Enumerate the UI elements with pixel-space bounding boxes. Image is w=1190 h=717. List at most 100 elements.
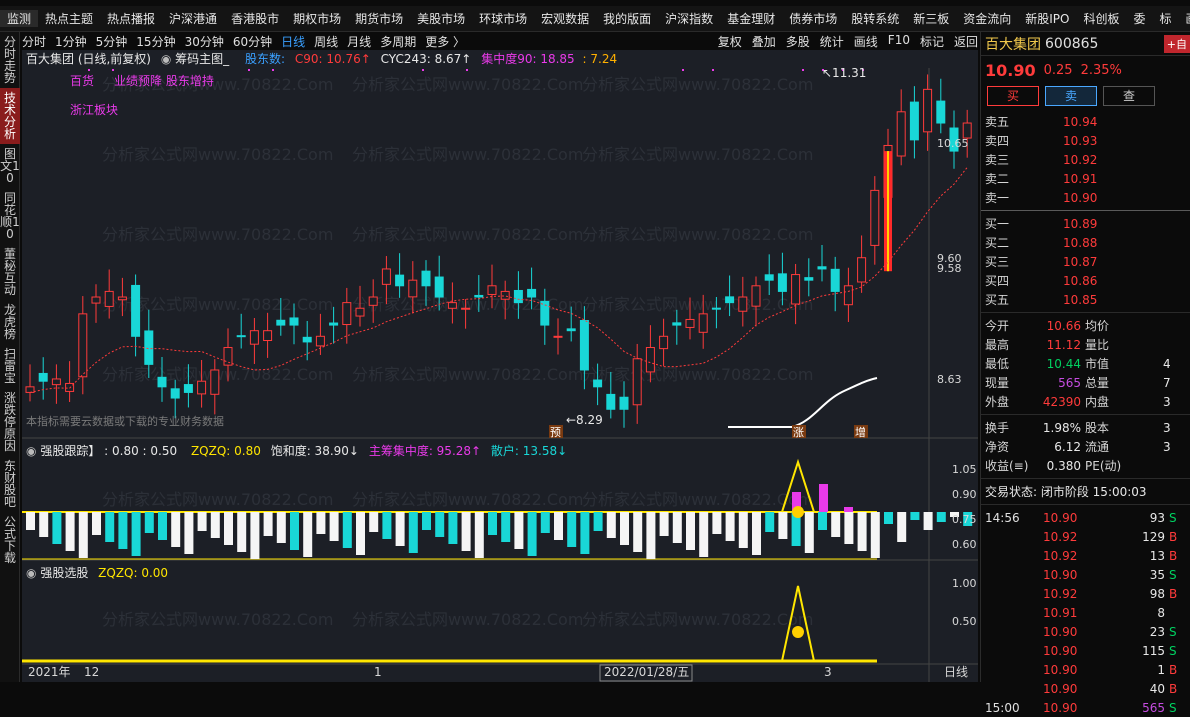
top-nav-item[interactable]: 资金流向 <box>963 12 1012 26</box>
book-divider <box>981 210 1190 211</box>
indicator2-menu-icon[interactable]: ◉ <box>26 566 37 580</box>
bids-row[interactable]: 买五 10.85 <box>981 290 1190 309</box>
indicator2-header: ◉ 强股选股 ZQZQ: 0.00 <box>26 564 168 581</box>
chips-main[interactable]: 筹码主图_ <box>175 52 230 66</box>
tool-button[interactable]: 返回 <box>953 34 978 49</box>
asks-row[interactable]: 卖四 10.93 <box>981 131 1190 150</box>
top-nav-item[interactable]: 科创板 <box>1083 12 1120 26</box>
stat-row: 外盘 42390 内盘 3 <box>981 392 1190 411</box>
buy-button[interactable]: 买 <box>987 86 1039 106</box>
top-nav-item[interactable]: 新股IPO <box>1025 12 1070 26</box>
top-nav-item[interactable]: 香港股市 <box>231 12 280 26</box>
date-cursor-box <box>599 664 693 682</box>
top-nav-item[interactable]: 债券市场 <box>789 12 838 26</box>
chips-toggle[interactable]: ◉ <box>160 52 172 66</box>
top-nav-item[interactable]: 股转系统 <box>851 12 900 26</box>
period-tab[interactable]: 60分钟 <box>232 34 273 49</box>
top-nav-item[interactable]: 热点主题 <box>45 12 94 26</box>
left-tab[interactable]: 图文10 <box>0 147 20 185</box>
tag-performance[interactable]: 业绩预降 股东增持 <box>114 74 214 88</box>
tick-price: 10.92 <box>1043 586 1078 601</box>
tool-button[interactable]: 标记 <box>919 34 944 49</box>
top-nav-item[interactable]: 沪深指数 <box>665 12 714 26</box>
top-nav-item[interactable]: 宏观数据 <box>541 12 590 26</box>
top-nav-item[interactable]: 我的版面 <box>603 12 652 26</box>
tag-sector[interactable]: 浙江板块 <box>70 103 119 117</box>
period-tab[interactable]: 周线 <box>314 34 339 49</box>
left-tab[interactable]: 董秘互动 <box>3 247 16 297</box>
tool-button[interactable]: 统计 <box>819 34 844 49</box>
kline-chart[interactable]: 分析家公式网www.70822.Com 分析家公式网www.70822.Com分析… <box>22 50 978 682</box>
candle-body <box>896 111 906 157</box>
bids-row[interactable]: 买三 10.87 <box>981 252 1190 271</box>
top-nav-item[interactable]: 画 <box>1179 10 1190 27</box>
ind1-axis-label: 0.75 <box>952 513 977 526</box>
chart-area[interactable]: 分析家公式网www.70822.Com 分析家公式网www.70822.Com 分析… <box>22 50 978 682</box>
signal-dot <box>842 69 844 71</box>
top-nav-item[interactable]: 基金理财 <box>727 12 776 26</box>
top-nav-item[interactable]: 美股市场 <box>417 12 466 26</box>
candle-body <box>936 100 946 124</box>
stat-label-2: 均价 <box>1085 319 1110 333</box>
period-tab[interactable]: 月线 <box>347 34 372 49</box>
asks-row[interactable]: 卖一 10.90 <box>981 188 1190 207</box>
stat-label-2: 总量 <box>1085 376 1110 390</box>
data-note: 本指标需要云数据或下载的专业财务数据 <box>26 415 224 428</box>
left-tab[interactable]: 同花顺10 <box>0 191 20 241</box>
add-watchlist-button[interactable]: +自 <box>1163 34 1190 53</box>
top-nav-item[interactable]: 新三板 <box>913 12 950 26</box>
top-nav-item[interactable]: 期权市场 <box>293 12 342 26</box>
quote-stock-code: 600865 <box>1045 35 1099 52</box>
top-nav-item[interactable]: 标 <box>1159 12 1172 26</box>
stat-label-2: PE(动) <box>1085 459 1122 473</box>
sell-button[interactable]: 卖 <box>1045 86 1097 106</box>
indicator2-title[interactable]: 强股选股 <box>40 566 89 580</box>
check-button[interactable]: 查 <box>1103 86 1155 106</box>
left-tab[interactable]: 东财股吧 <box>3 459 16 509</box>
left-tab[interactable]: 涨跌停原因 <box>3 391 16 453</box>
ind1-bar <box>263 512 273 536</box>
tool-button[interactable]: 叠加 <box>751 34 776 49</box>
asks-row[interactable]: 卖三 10.92 <box>981 150 1190 169</box>
tool-button[interactable]: 画线 <box>853 34 878 49</box>
bids-row[interactable]: 买四 10.86 <box>981 271 1190 290</box>
period-tab[interactable]: 分时 <box>22 34 47 49</box>
left-tab[interactable]: 公式下载 <box>3 515 16 565</box>
bids-row[interactable]: 买一 10.89 <box>981 214 1190 233</box>
tick-price: 10.90 <box>1043 510 1078 525</box>
top-nav-item[interactable]: 热点播报 <box>107 12 156 26</box>
ind1-bar <box>408 512 418 553</box>
stat-label: 换手 <box>985 421 1010 435</box>
tool-button[interactable]: F10 <box>887 32 910 47</box>
period-tab[interactable]: 1分钟 <box>55 34 87 49</box>
period-tab[interactable]: 5分钟 <box>95 34 128 49</box>
left-tab[interactable]: 扫雷宝 <box>3 347 16 385</box>
period-tab[interactable]: 15分钟 <box>136 34 176 49</box>
top-nav-item[interactable]: 期货市场 <box>355 12 404 26</box>
tool-button[interactable]: 多股 <box>785 34 810 49</box>
top-nav-item[interactable]: 委 <box>1133 12 1146 26</box>
period-tab[interactable]: 更多 〉 <box>425 34 466 49</box>
top-nav-item[interactable]: 环球市场 <box>479 12 528 26</box>
period-tab[interactable]: 日线 <box>281 34 306 49</box>
bids-row[interactable]: 买二 10.88 <box>981 233 1190 252</box>
left-tab[interactable]: 分时走势 <box>3 35 16 85</box>
top-nav-item[interactable]: 沪深港通 <box>169 12 218 26</box>
indicator1-zqzq: ZQZQ: 0.80 <box>190 444 261 458</box>
ind1-bar <box>725 512 735 541</box>
asks-row[interactable]: 卖二 10.91 <box>981 169 1190 188</box>
tag-retail[interactable]: 百货 <box>70 74 95 88</box>
xaxis-label: 1 <box>374 665 382 679</box>
indicator1-title[interactable]: 强股跟踪】 <box>40 444 101 458</box>
watermark-text: 分析家公式网www.70822.Com <box>102 610 333 629</box>
tool-button[interactable]: 复权 <box>717 34 742 49</box>
asks-row[interactable]: 卖五 10.94 <box>981 112 1190 131</box>
top-nav-item[interactable]: 监测 <box>0 10 39 27</box>
indicator1-menu-icon[interactable]: ◉ <box>26 444 37 458</box>
left-tab[interactable]: 技术分析 <box>0 88 20 144</box>
chart-tools: 复权 叠加 多股 统计 画线 F10 标记 返回 <box>708 33 978 50</box>
period-tab[interactable]: 多周期 <box>380 34 417 49</box>
signal-dot <box>88 69 90 71</box>
period-tab[interactable]: 30分钟 <box>184 34 224 49</box>
left-tab[interactable]: 龙虎榜 <box>3 303 16 341</box>
